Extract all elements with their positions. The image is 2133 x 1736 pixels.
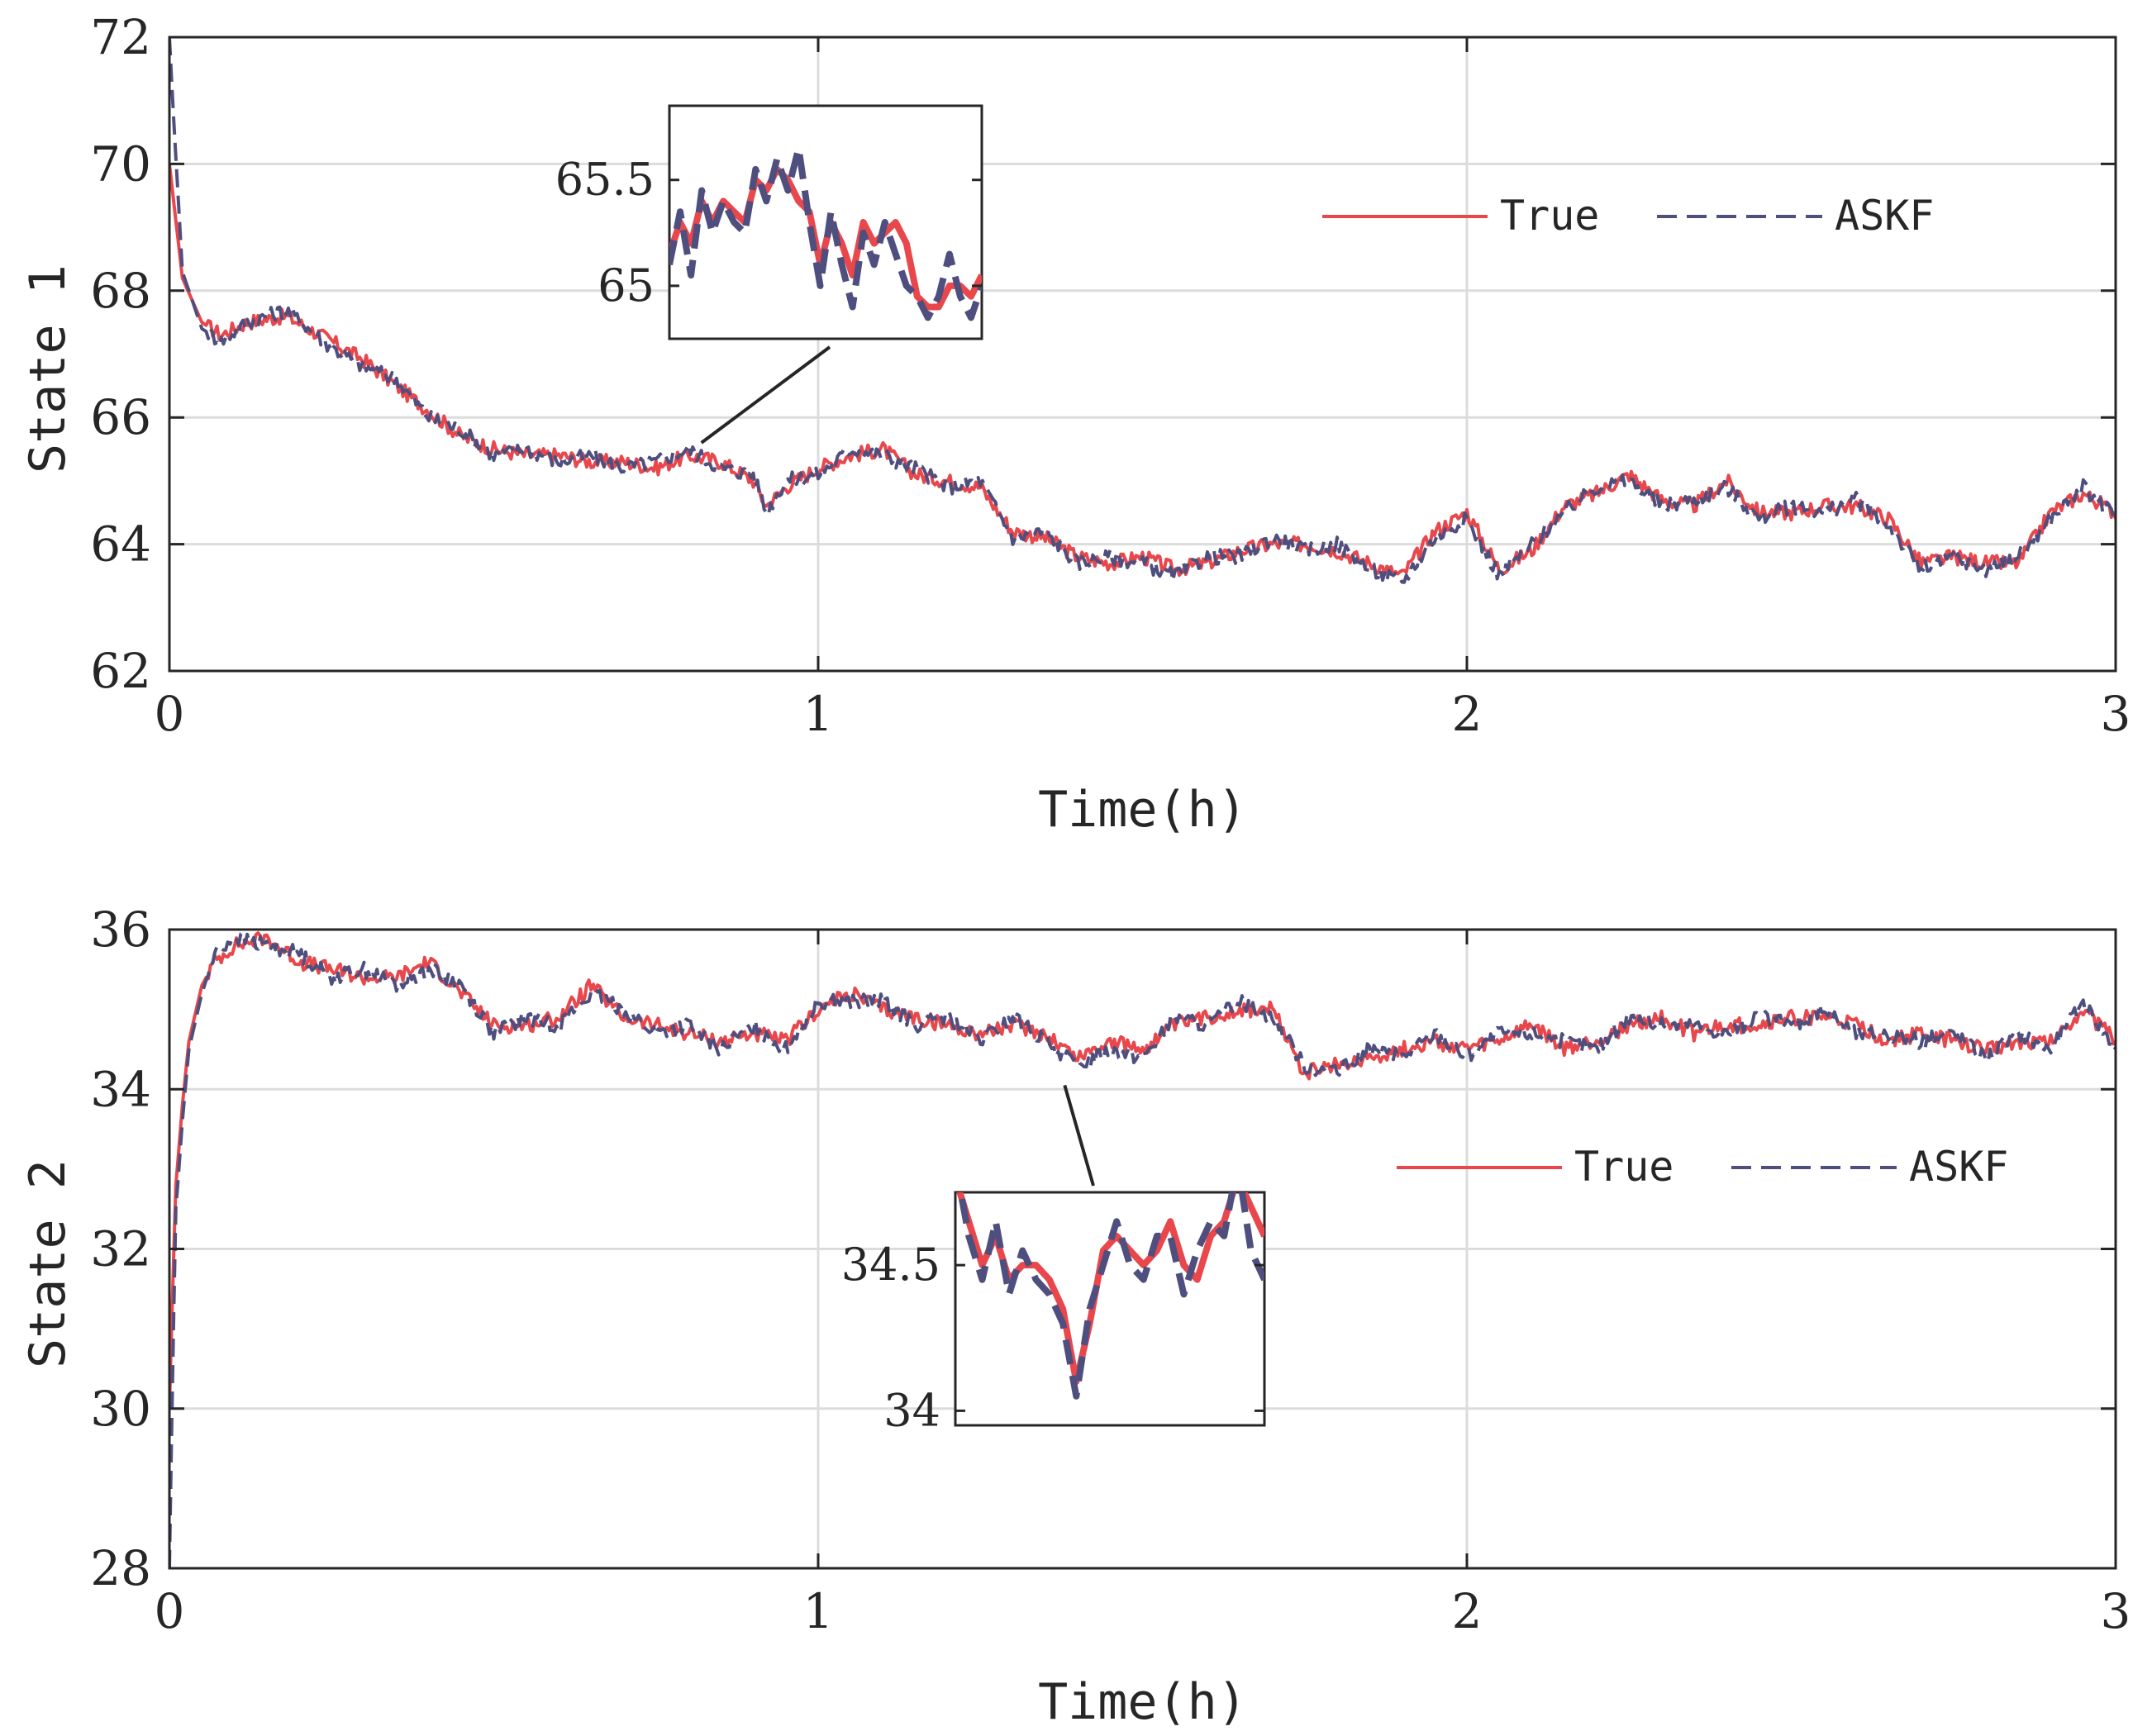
y-tick-label: 36	[90, 901, 151, 958]
y-tick-label: 34	[90, 1061, 151, 1117]
y-tick-label: 30	[90, 1381, 151, 1437]
x-tick-label: 3	[2101, 1583, 2131, 1639]
state-2-legend: True ASKF	[1397, 1143, 2008, 1191]
state-2-ylabel: State 2	[19, 1159, 77, 1368]
x-tick-label: 2	[1452, 1583, 1483, 1639]
state-1-legend: True ASKF	[1322, 192, 1934, 240]
inset-frame	[668, 104, 983, 340]
state-2-xlabel: Time(h)	[1038, 1673, 1247, 1731]
state-1-axes-frame	[168, 36, 2117, 673]
y-tick-label: 32	[90, 1221, 151, 1277]
state-2-ticks: 0 1 2 3 28 30 32 34 36	[90, 901, 2131, 1639]
state-1-ylabel: State 1	[19, 264, 77, 473]
inset-askf-line	[957, 1192, 1264, 1400]
state-1-inset: 65 65.5	[555, 104, 983, 445]
y-tick-label: 72	[90, 9, 151, 65]
state-1-series	[169, 37, 2116, 584]
state-2-panel: 0 1 2 3 28 30 32 34 36 Time(h) State 2 True ASKF…	[19, 901, 2131, 1731]
x-tick-label: 0	[155, 686, 185, 742]
state-1-panel: 0 1 2 3 62 64 66 68 70 72 Time(h) State 1 True AS…	[19, 9, 2131, 839]
state-2-inset: 34 34.5	[841, 1084, 1266, 1436]
state-1-ticks: 0 1 2 3 62 64 66 68 70 72	[90, 9, 2131, 742]
inset-y-tick-label: 34.5	[841, 1239, 940, 1291]
x-tick-label: 1	[803, 686, 834, 742]
y-tick-label: 28	[90, 1540, 151, 1596]
inset-connector-line	[1063, 1084, 1095, 1187]
inset-y-tick-label: 65.5	[555, 154, 655, 206]
x-tick-label: 2	[1452, 686, 1483, 742]
y-tick-label: 62	[90, 643, 151, 699]
inset-askf-line	[669, 145, 982, 321]
true-series-line	[169, 164, 2116, 578]
askf-series-line	[169, 37, 2116, 584]
x-tick-label: 1	[803, 1583, 834, 1639]
true-series-line	[169, 931, 2116, 1409]
legend-askf-label: ASKF	[1909, 1143, 2008, 1191]
x-tick-label: 0	[155, 1583, 185, 1639]
y-tick-label: 68	[90, 263, 151, 319]
legend-true-label: True	[1500, 192, 1599, 240]
y-tick-label: 70	[90, 136, 151, 192]
legend-true-label: True	[1574, 1143, 1674, 1191]
askf-series-line	[169, 931, 2116, 1568]
legend-askf-label: ASKF	[1835, 192, 1934, 240]
y-tick-label: 66	[90, 389, 151, 445]
y-tick-label: 64	[90, 516, 151, 573]
inset-connector-line	[700, 345, 831, 445]
x-tick-label: 3	[2101, 686, 2131, 742]
inset-y-tick-label: 65	[598, 259, 655, 312]
state-1-xlabel: Time(h)	[1038, 781, 1247, 839]
state-2-series	[169, 931, 2116, 1568]
inset-y-tick-label: 34	[883, 1384, 940, 1436]
